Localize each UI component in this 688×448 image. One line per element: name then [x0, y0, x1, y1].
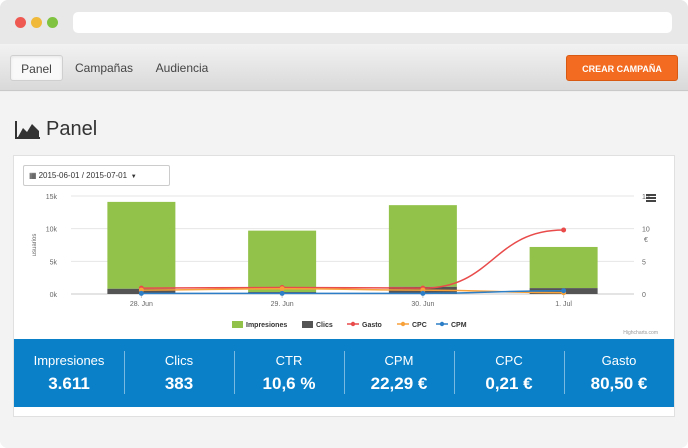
right-axis-tick: 0 [642, 292, 646, 299]
legend-marker [350, 321, 356, 327]
legend-marker [439, 321, 445, 327]
stat-value: 383 [164, 374, 194, 393]
stat-divider [564, 351, 565, 394]
series-point-cpc [279, 286, 285, 292]
stat-label: CPC [495, 353, 523, 368]
series-point-cpm [561, 288, 567, 294]
right-axis-title: € [644, 237, 648, 244]
left-axis-title: usuarios [32, 234, 38, 257]
legend-swatch [232, 321, 243, 328]
x-axis-tick: 30. Jun [411, 301, 434, 308]
x-axis-tick: 29. Jun [271, 301, 294, 308]
nav-item-panel[interactable]: Panel [10, 55, 63, 81]
legend-label: CPM [451, 322, 467, 329]
stat-cpc: CPC 0,21 € [454, 339, 564, 407]
minimize-window-button[interactable] [31, 17, 42, 28]
address-bar[interactable] [73, 12, 672, 33]
dashboard-card: ▦ 2015-06-01 / 2015-07-01 ▼ 0k 5k 10k 15k 0 5 1… [13, 155, 675, 417]
stat-ctr: CTR 10,6 % [234, 339, 344, 407]
right-axis-tick: 5 [642, 259, 646, 266]
stat-divider [234, 351, 235, 394]
area-chart-icon [15, 121, 40, 139]
left-axis-tick: 10k [46, 227, 58, 234]
legend-label: Clics [316, 322, 333, 329]
series-point-gasto [561, 227, 567, 233]
performance-chart: 0k 5k 10k 15k 0 5 10 15 usuarios €28. Jun 29. Jun 3… [32, 194, 658, 336]
calendar-icon: ▦ [29, 171, 37, 180]
stat-label: CTR [275, 353, 303, 368]
stat-clicks: Clics 383 [124, 339, 234, 407]
caret-down-icon: ▼ [129, 174, 137, 180]
stat-divider [124, 351, 125, 394]
right-axis-tick: 10 [642, 227, 650, 234]
bar-impressions [248, 230, 317, 293]
left-axis-tick: 5k [50, 259, 58, 266]
close-window-button[interactable] [15, 17, 26, 28]
legend-swatch [302, 321, 313, 328]
stat-spend: Gasto 80,50 € [564, 339, 674, 407]
chart-credits: Highcharts.com [623, 330, 658, 336]
stat-impressions: Impresiones 3.611 [14, 339, 124, 407]
series-line-gasto [141, 229, 564, 289]
bar-impressions [388, 205, 457, 287]
stat-value: 10,6 % [262, 374, 316, 393]
legend-label: CPC [412, 322, 427, 329]
stats-bar: Impresiones 3.611 Clics 383 CTR 10,6 % C… [14, 339, 674, 407]
top-navbar: Panel Campañas Audiencia CREAR CAMPAÑA [0, 44, 688, 91]
left-axis-tick: 0k [50, 292, 58, 299]
right-axis-tick: 15 [642, 194, 650, 201]
bar-impressions [107, 201, 176, 289]
stat-value: 0,21 € [485, 374, 533, 393]
nav-item-campaigns[interactable]: Campañas [74, 61, 134, 75]
chart-menu-icon[interactable] [646, 194, 656, 202]
x-axis-tick: 1. Jul [555, 301, 572, 308]
date-range-picker[interactable]: ▦ 2015-06-01 / 2015-07-01 ▼ [23, 165, 170, 186]
stat-value: 80,50 € [590, 374, 648, 393]
legend-label: Gasto [362, 322, 382, 329]
series-point-cpm [279, 290, 285, 296]
left-axis-tick: 15k [46, 194, 58, 201]
page-title-text: Panel [46, 118, 98, 140]
series-point-cpm [138, 290, 144, 296]
date-range-value: 2015-06-01 / 2015-07-01 [38, 171, 128, 180]
stat-divider [344, 351, 345, 394]
create-campaign-button[interactable]: CREAR CAMPAÑA [566, 55, 678, 81]
nav-item-audience[interactable]: Audiencia [155, 61, 209, 75]
stat-label: Gasto [601, 353, 637, 368]
stat-value: 3.611 [48, 374, 90, 393]
bar-impressions [529, 246, 598, 289]
browser-titlebar [0, 0, 688, 44]
x-axis-tick: 28. Jun [130, 301, 153, 308]
stat-label: CPM [384, 353, 414, 368]
legend-marker [400, 321, 406, 327]
stat-divider [454, 351, 455, 394]
stat-cpm: CPM 22,29 € [344, 339, 454, 407]
stat-value: 22,29 € [370, 374, 428, 393]
legend-label: Impresiones [246, 322, 287, 329]
series-line-cpm [141, 289, 564, 295]
stat-label: Clics [164, 353, 194, 368]
stat-label: Impresiones [33, 353, 105, 368]
maximize-window-button[interactable] [47, 17, 58, 28]
series-point-cpm [420, 290, 426, 296]
